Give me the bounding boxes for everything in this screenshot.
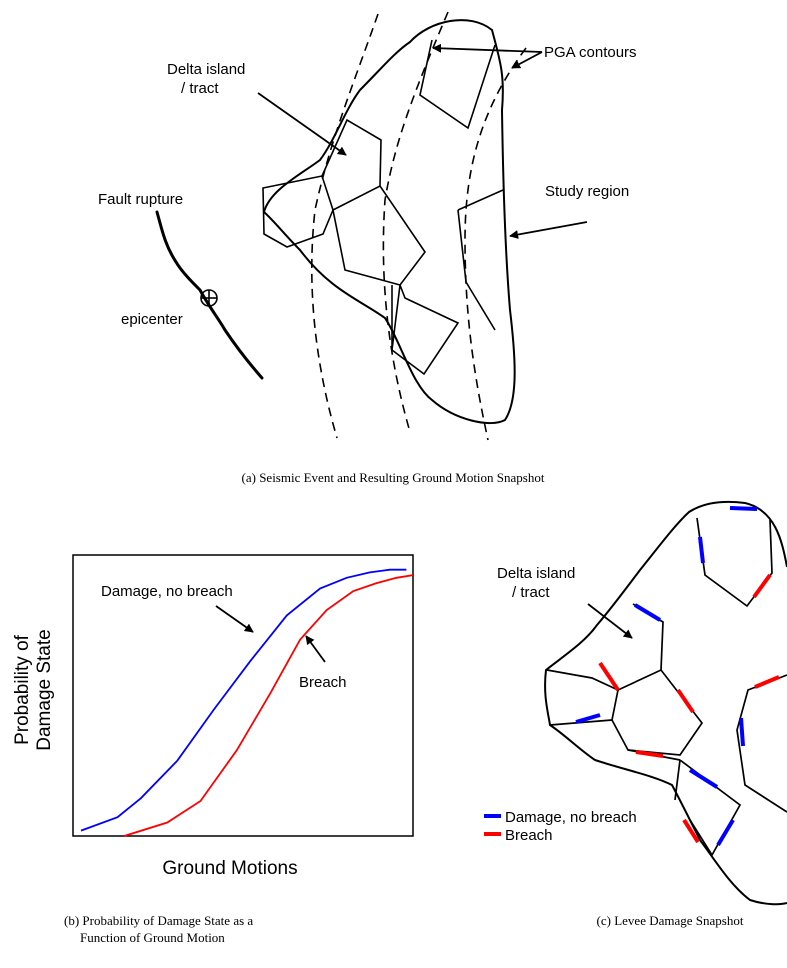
xlabel-b: Ground Motions (162, 858, 297, 879)
breach-segments (598, 573, 780, 844)
panel-a: Delta island / tract PGA contours Fault … (98, 11, 637, 485)
ylabel-b-2: Damage State (34, 629, 55, 750)
study-region-outline (262, 19, 516, 424)
legend-breach-label: Breach (505, 827, 553, 844)
epicenter-icon (200, 289, 218, 307)
plot-frame (72, 554, 414, 837)
panel-a-arrows (257, 43, 588, 239)
label-breach-b: Breach (299, 674, 347, 691)
levee-tract-lines (546, 517, 787, 857)
caption-a: (a) Seismic Event and Resulting Ground M… (242, 470, 545, 485)
arrow-delta-island-c (587, 603, 633, 639)
tract-polygons (262, 39, 504, 376)
label-delta-island-c-1: Delta island (497, 565, 575, 582)
levee-region-outline (544, 500, 787, 906)
chart-b-series (80, 568, 414, 837)
label-damage-no-breach-b: Damage, no breach (101, 583, 233, 600)
series-line-breach (123, 574, 414, 837)
label-delta-island-a-1: Delta island (167, 61, 245, 78)
pga-contours (311, 11, 527, 441)
label-pga-contours: PGA contours (544, 44, 637, 61)
series-line-damage-no-breach (80, 568, 407, 832)
caption-b-2: Function of Ground Motion (80, 930, 225, 945)
legend-damage-label: Damage, no breach (505, 809, 637, 826)
label-delta-island-c-2: / tract (512, 584, 550, 601)
damage-segments (575, 506, 758, 847)
arrow-damage-b (215, 605, 254, 633)
label-study-region: Study region (545, 183, 629, 200)
label-fault-rupture: Fault rupture (98, 191, 183, 208)
label-delta-island-a-2: / tract (181, 80, 219, 97)
arrow-breach-b (305, 635, 326, 663)
caption-b-1: (b) Probability of Damage State as a (64, 913, 253, 928)
panel-c: Delta island / tract Damage, no breach B… (484, 500, 787, 928)
caption-c: (c) Levee Damage Snapshot (597, 913, 744, 928)
panel-b: Probability of Damage State Ground Motio… (12, 554, 414, 945)
label-epicenter: epicenter (121, 311, 183, 328)
legend-c: Damage, no breach Breach (484, 809, 637, 844)
fault-rupture-line (155, 210, 264, 380)
ylabel-b-1: Probability of (12, 634, 33, 745)
